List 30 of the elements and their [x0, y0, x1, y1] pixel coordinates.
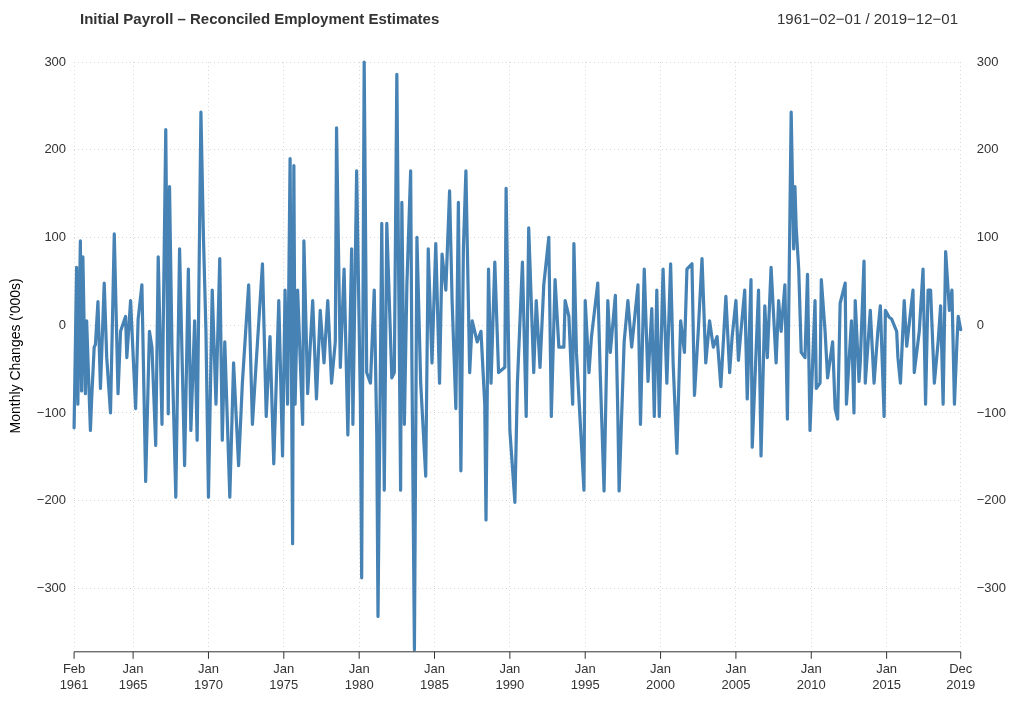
y2-tick-label: −200 [976, 492, 1007, 508]
y2-tick-label: 300 [976, 53, 999, 69]
y-tick-label: −300 [36, 579, 67, 595]
y2-tick-label: −100 [976, 404, 1007, 420]
y2-tick-label: 100 [976, 229, 999, 245]
x-tick-label: Jan 1975 [269, 661, 299, 692]
y-tick-label: 100 [44, 229, 67, 245]
x-tick-label: Jan 2015 [872, 661, 902, 692]
x-tick-label: Jan 1995 [570, 661, 600, 692]
y-tick-label: 0 [58, 316, 67, 332]
x-tick-label: Jan 1980 [344, 661, 374, 692]
x-tick-label: Jan 2000 [646, 661, 676, 692]
y-tick-label: −100 [36, 404, 67, 420]
x-tick-label: Jan 2010 [796, 661, 826, 692]
x-tick-label: Jan 1965 [118, 661, 148, 692]
y-tick-label: 200 [44, 141, 67, 157]
y-tick-label: 300 [44, 53, 67, 69]
x-tick-label: Feb 1961 [59, 661, 89, 692]
y-axis-title: Monthly Changes ('000s) [7, 278, 24, 434]
chart-subtitle: 1961−02−01 / 2019−12−01 [776, 10, 958, 27]
y2-tick-label: −300 [976, 579, 1007, 595]
x-tick-label: Jan 1990 [495, 661, 525, 692]
x-tick-label: Jan 1985 [420, 661, 449, 692]
y2-tick-label: 0 [976, 316, 984, 332]
x-tick-label: Dec 2019 [946, 661, 976, 692]
x-tick-label: Jan 2005 [721, 661, 751, 692]
x-tick-label: Jan 1970 [194, 661, 223, 692]
y-tick-label: −200 [36, 492, 67, 508]
chart-title: Initial Payroll – Reconciled Employment Estimates [80, 10, 440, 27]
y2-tick-label: 200 [976, 141, 999, 157]
